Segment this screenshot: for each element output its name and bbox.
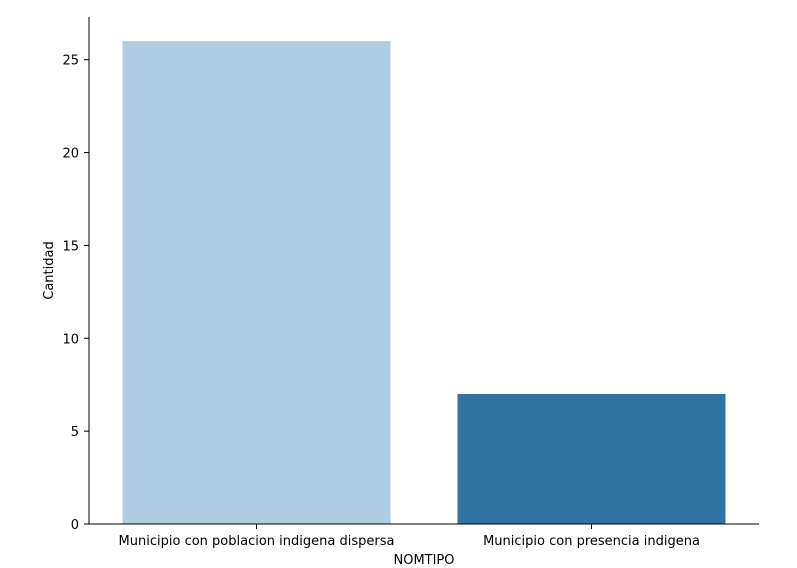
x-tick-label: Municipio con presencia indigena — [483, 534, 700, 549]
bar-1 — [122, 41, 391, 525]
y-tick-label: 10 — [62, 332, 79, 347]
y-axis-ticks: 0 5 10 15 20 25 — [62, 54, 89, 533]
bar-2 — [457, 394, 726, 524]
x-axis-ticks: Municipio con poblacion indigena dispers… — [119, 524, 700, 549]
y-axis-label: Cantidad — [42, 241, 57, 299]
y-tick-label: 5 — [71, 425, 79, 440]
y-tick-label: 0 — [71, 518, 79, 533]
y-tick-label: 25 — [62, 54, 79, 69]
y-tick-label: 20 — [62, 147, 79, 162]
bars-group — [122, 41, 726, 525]
x-tick-label: Municipio con poblacion indigena dispers… — [119, 534, 395, 549]
x-axis-label: NOMTIPO — [393, 553, 454, 568]
y-tick-label: 15 — [62, 239, 79, 254]
